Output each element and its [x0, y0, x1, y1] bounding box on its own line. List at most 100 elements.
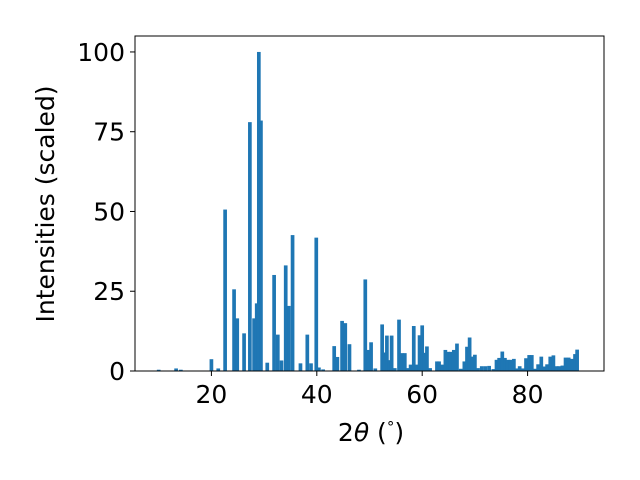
bar [314, 237, 319, 371]
bar [557, 366, 562, 371]
bar [343, 323, 348, 371]
bar [417, 335, 422, 371]
y-tick-label: 100 [77, 38, 125, 67]
bar [272, 274, 276, 371]
bar [563, 357, 568, 371]
bar [265, 362, 270, 371]
bar [357, 369, 361, 371]
x-tick-label: 20 [196, 380, 228, 409]
bar [437, 361, 441, 371]
bar [397, 319, 401, 371]
bar [542, 366, 546, 371]
bar-series [156, 51, 579, 371]
bar [503, 357, 507, 371]
bar [435, 361, 439, 371]
x-axis-label-degree: ° [387, 418, 395, 436]
bar [392, 368, 397, 371]
bar [259, 120, 263, 371]
bar [451, 349, 456, 371]
bar [366, 349, 370, 371]
bar [425, 346, 429, 371]
x-axis-ticks: 20 40 60 80 [196, 371, 544, 409]
bar [373, 368, 378, 371]
bar [283, 265, 288, 371]
bar [487, 365, 491, 371]
x-axis-label-close: ) [394, 418, 404, 447]
bar [405, 368, 410, 371]
bar [420, 325, 425, 371]
bar [156, 369, 161, 371]
bar [387, 360, 391, 371]
bar [290, 235, 295, 371]
bar [508, 359, 513, 371]
bar [560, 365, 565, 371]
bar [529, 355, 534, 371]
bar [174, 368, 178, 371]
bar [517, 366, 522, 371]
bar [479, 366, 484, 371]
bar [491, 369, 496, 371]
x-axis-label-prefix: 2 [338, 418, 354, 447]
bar [209, 359, 214, 371]
bar [317, 367, 321, 371]
y-axis-ticks: 0 25 50 75 100 [77, 38, 135, 386]
bar [446, 351, 450, 371]
bar [232, 289, 236, 371]
bar [494, 359, 499, 371]
bar [223, 209, 227, 371]
bar [440, 364, 445, 371]
bar [483, 366, 488, 371]
bar [252, 318, 256, 371]
bar [462, 361, 467, 371]
bar [497, 357, 501, 371]
bar [321, 369, 325, 371]
bar [380, 324, 384, 371]
bar [216, 368, 221, 371]
y-tick-label: 25 [93, 277, 125, 306]
axes-frame [134, 35, 605, 372]
x-axis-label-open: ( [369, 418, 387, 447]
bar [443, 349, 448, 371]
bar [256, 51, 261, 371]
bar [512, 358, 516, 371]
bar [287, 305, 291, 371]
bar [402, 353, 407, 371]
bar [575, 349, 579, 371]
bar [470, 356, 475, 371]
bar [458, 368, 463, 371]
bar [305, 334, 310, 371]
bar [533, 368, 537, 371]
bar [455, 343, 459, 371]
y-tick-label: 50 [93, 197, 125, 226]
bar [399, 353, 404, 371]
bar [448, 351, 453, 371]
bar [254, 303, 259, 371]
bar [340, 320, 344, 371]
bar [545, 364, 549, 371]
bar [500, 351, 505, 371]
x-tick-label: 40 [301, 380, 333, 409]
bar [467, 337, 472, 371]
x-axis-label: 2θ (°) [338, 418, 404, 447]
bar [411, 326, 416, 371]
bar [566, 357, 571, 371]
bar [335, 356, 340, 371]
bar [570, 358, 574, 371]
x-tick-label: 60 [406, 380, 438, 409]
bar [382, 352, 387, 371]
bar [332, 346, 337, 371]
bar [242, 333, 246, 371]
bar [465, 346, 469, 371]
y-axis-label: Intensities (scaled) [31, 85, 60, 322]
bar [527, 355, 532, 371]
x-tick-label: 80 [512, 380, 544, 409]
bar [422, 352, 427, 371]
bar [554, 366, 559, 371]
bar [428, 368, 432, 371]
bar [363, 279, 368, 371]
bar [389, 335, 394, 371]
bar [524, 358, 528, 371]
bar [514, 368, 519, 371]
bar [505, 359, 510, 371]
bar [573, 354, 577, 371]
